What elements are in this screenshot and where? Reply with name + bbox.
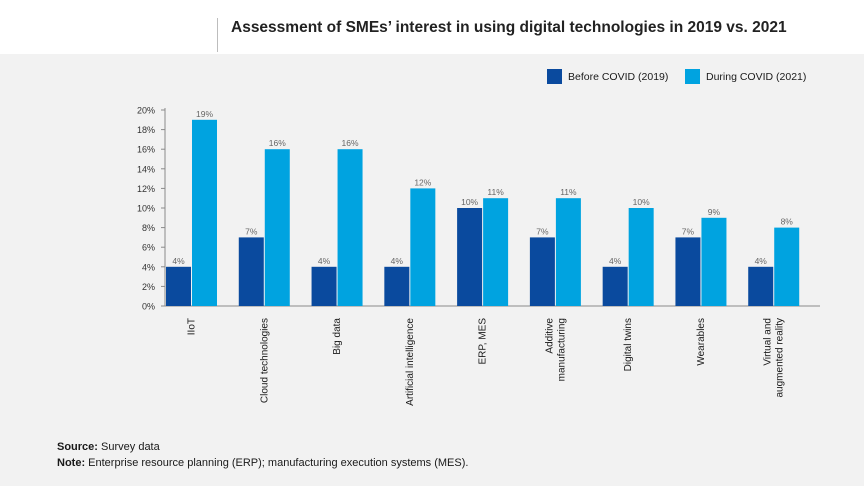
bar-2021 <box>264 149 290 306</box>
value-label-2019: 4% <box>391 256 404 266</box>
y-tick-label: 12% <box>137 184 155 194</box>
y-tick-label: 20% <box>137 106 155 116</box>
y-tick-label: 6% <box>142 243 155 253</box>
y-tick-label: 18% <box>137 125 155 135</box>
value-label-2021: 19% <box>196 109 213 119</box>
bar-2019 <box>384 266 410 306</box>
bar-2021 <box>337 149 363 306</box>
note-text: Enterprise resource planning (ERP); manu… <box>88 457 469 469</box>
source-text: Survey data <box>101 441 160 453</box>
value-label-2019: 7% <box>245 226 258 236</box>
note-line: Note: Enterprise resource planning (ERP)… <box>57 455 468 471</box>
bar-2019 <box>602 266 628 306</box>
legend-item-2021: During COVID (2021) <box>685 69 806 84</box>
bar-2021 <box>774 227 800 306</box>
bar-2019 <box>529 237 555 306</box>
source-line: Source: Survey data <box>57 439 468 455</box>
category-label: Big data <box>332 318 343 355</box>
chart-title: Assessment of SMEs’ interest in using di… <box>231 19 787 36</box>
value-label-2019: 4% <box>609 256 622 266</box>
title-divider <box>217 18 218 52</box>
bar-2019 <box>238 237 264 306</box>
bar-2021 <box>701 217 727 306</box>
value-label-2021: 10% <box>633 197 650 207</box>
value-label-2019: 7% <box>536 226 549 236</box>
value-label-2019: 4% <box>755 256 768 266</box>
y-tick-label: 16% <box>137 145 155 155</box>
y-tick-label: 0% <box>142 302 155 312</box>
value-label-2021: 9% <box>708 207 721 217</box>
bar-2019 <box>166 266 191 306</box>
legend-swatch-2021 <box>685 69 700 84</box>
category-label: ERP, MES <box>478 318 489 365</box>
bar-2021 <box>628 208 654 306</box>
category-label: IIoT <box>187 318 198 335</box>
value-label-2019: 4% <box>172 256 185 266</box>
legend-label-2021: During COVID (2021) <box>706 70 807 83</box>
value-label-2021: 16% <box>269 138 286 148</box>
bar-2019 <box>457 208 483 306</box>
category-label: Digital twins <box>623 318 634 371</box>
category-label: Cloud technologies <box>259 318 270 403</box>
bar-2021 <box>555 198 581 306</box>
header: Assessment of SMEs’ interest in using di… <box>0 0 864 54</box>
y-tick-label: 4% <box>142 262 155 272</box>
y-tick-label: 2% <box>142 282 155 292</box>
bar-2021 <box>483 198 509 306</box>
category-label: Wearables <box>696 318 707 366</box>
value-label-2021: 16% <box>342 138 359 148</box>
bar-2019 <box>748 266 774 306</box>
bar-2019 <box>675 237 701 306</box>
category-label: Artificial intelligence <box>405 318 416 406</box>
bar-2021 <box>192 119 217 306</box>
value-label-2021: 12% <box>414 177 431 187</box>
category-label: Virtual and <box>763 318 774 366</box>
y-tick-label: 10% <box>137 204 155 214</box>
legend-item-2019: Before COVID (2019) <box>547 69 668 84</box>
category-label: manufacturing <box>556 318 567 381</box>
legend-swatch-2019 <box>547 69 562 84</box>
value-label-2021: 11% <box>560 187 577 197</box>
footer: Source: Survey data Note: Enterprise res… <box>57 439 468 471</box>
bar-2019 <box>311 266 337 306</box>
value-label-2021: 8% <box>781 217 794 227</box>
legend-label-2019: Before COVID (2019) <box>568 70 669 83</box>
y-tick-label: 14% <box>137 164 155 174</box>
bar-2021 <box>410 188 436 306</box>
category-label: augmented reality <box>775 318 786 398</box>
value-label-2019: 10% <box>461 197 478 207</box>
source-label: Source: <box>57 441 98 453</box>
value-label-2019: 4% <box>318 256 331 266</box>
value-label-2021: 11% <box>487 187 504 197</box>
note-label: Note: <box>57 457 86 469</box>
category-label: Additive <box>544 318 555 354</box>
y-tick-label: 8% <box>142 223 155 233</box>
value-label-2019: 7% <box>682 226 695 236</box>
